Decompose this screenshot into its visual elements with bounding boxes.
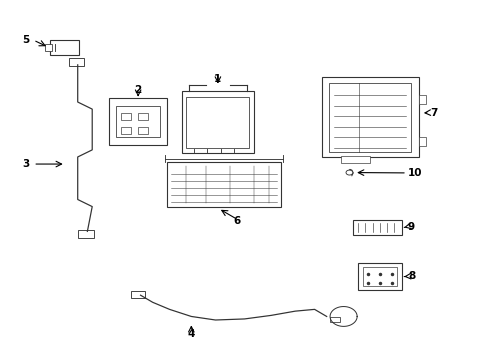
Text: 5: 5 [22, 35, 29, 45]
Text: 3: 3 [22, 159, 29, 169]
Text: 9: 9 [407, 222, 414, 232]
Circle shape [346, 170, 352, 175]
FancyBboxPatch shape [131, 291, 144, 298]
Bar [109, 99, 167, 145]
Bar [341, 156, 369, 163]
Text: 7: 7 [430, 108, 437, 118]
Bar [186, 97, 249, 148]
Bar [352, 220, 401, 235]
Bar [121, 113, 131, 120]
FancyBboxPatch shape [68, 58, 84, 66]
Text: 4: 4 [187, 329, 195, 339]
Bar [362, 267, 396, 286]
Bar [138, 113, 147, 120]
Text: 6: 6 [233, 216, 241, 226]
Text: 10: 10 [407, 168, 422, 178]
Bar [138, 127, 147, 134]
Bar [167, 162, 280, 207]
Bar [116, 105, 160, 138]
FancyBboxPatch shape [50, 40, 79, 55]
FancyBboxPatch shape [45, 44, 52, 51]
Text: 8: 8 [407, 271, 414, 282]
Bar [418, 138, 425, 146]
Text: 1: 1 [214, 74, 221, 84]
Bar [328, 82, 410, 152]
Bar [418, 95, 425, 104]
Bar [121, 127, 131, 134]
FancyBboxPatch shape [329, 317, 339, 322]
FancyBboxPatch shape [78, 230, 94, 238]
Bar [357, 263, 401, 290]
Bar [181, 91, 254, 153]
Bar [321, 77, 418, 157]
Text: 2: 2 [134, 85, 142, 95]
